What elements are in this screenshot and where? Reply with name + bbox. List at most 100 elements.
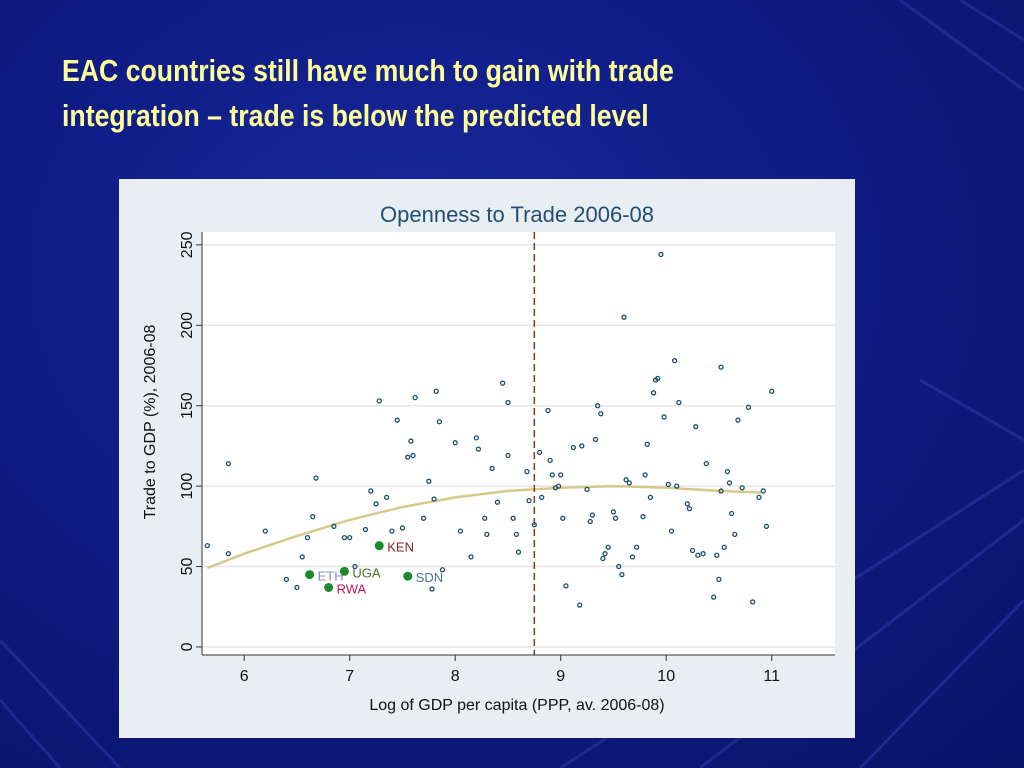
data-point xyxy=(605,544,611,550)
data-point xyxy=(362,526,369,533)
data-point xyxy=(531,522,537,528)
highlight-label-eth: ETH xyxy=(318,569,344,584)
highlight-point-sdn xyxy=(403,571,413,581)
data-point xyxy=(623,477,629,483)
data-point xyxy=(513,531,520,538)
data-point xyxy=(724,468,731,475)
data-point xyxy=(650,390,657,396)
y-tick-label: 100 xyxy=(179,473,196,500)
data-point xyxy=(577,602,583,608)
data-point xyxy=(433,388,439,394)
data-point xyxy=(676,399,682,406)
x-tick-label: 6 xyxy=(240,668,249,685)
slide-title-line-1: EAC countries still have much to gain wi… xyxy=(62,53,674,88)
data-point xyxy=(373,501,379,507)
data-point xyxy=(728,510,735,517)
data-point xyxy=(711,594,717,600)
data-point xyxy=(473,435,479,441)
data-point xyxy=(716,576,722,583)
data-point xyxy=(686,505,693,512)
data-point xyxy=(494,499,501,505)
data-point xyxy=(457,528,464,534)
data-point xyxy=(408,438,414,444)
data-point xyxy=(621,314,627,320)
data-point xyxy=(262,528,268,534)
y-tick-label: 250 xyxy=(179,231,196,258)
data-point xyxy=(634,544,640,550)
data-point xyxy=(352,563,358,570)
data-point xyxy=(592,436,599,443)
x-axis-label: Log of GDP per capita (PPP, av. 2006-08) xyxy=(369,697,664,714)
data-point xyxy=(505,399,511,406)
data-point xyxy=(547,457,553,464)
data-point xyxy=(700,551,706,557)
data-point xyxy=(665,481,671,488)
data-point xyxy=(515,549,522,555)
data-point xyxy=(526,497,532,504)
data-point xyxy=(468,554,474,560)
chart-panel: Openness to Trade 2006-08 KEN ETH UGA RWA SD… xyxy=(119,179,855,738)
data-point xyxy=(555,483,562,489)
data-point xyxy=(310,514,316,520)
data-point xyxy=(626,480,632,486)
data-point xyxy=(745,404,752,410)
data-point xyxy=(299,554,305,560)
data-point xyxy=(640,514,646,520)
fit-line xyxy=(206,484,762,570)
data-point xyxy=(647,494,654,501)
data-point xyxy=(732,531,738,538)
data-point xyxy=(560,515,566,521)
highlight-label-rwa: RWA xyxy=(337,581,367,596)
data-point xyxy=(558,472,564,478)
data-point xyxy=(602,551,608,557)
y-tick-label: 200 xyxy=(179,312,196,339)
data-point xyxy=(489,465,495,472)
highlight-label-sdn: SDN xyxy=(416,570,443,585)
data-point xyxy=(412,395,418,401)
x-tick-label: 7 xyxy=(345,668,354,685)
data-point xyxy=(505,452,511,459)
data-point xyxy=(570,444,577,451)
data-point xyxy=(331,523,337,529)
data-point xyxy=(600,555,606,562)
data-point xyxy=(545,407,551,414)
data-point xyxy=(420,515,427,521)
data-point xyxy=(452,440,458,446)
data-point xyxy=(225,460,232,467)
data-point xyxy=(760,488,766,494)
data-point xyxy=(718,364,724,370)
highlight-point-ken xyxy=(374,541,384,551)
data-point xyxy=(695,552,701,558)
data-point xyxy=(718,488,724,494)
data-point xyxy=(584,486,590,492)
data-point xyxy=(376,398,382,404)
data-point xyxy=(769,388,775,394)
x-tick-label: 8 xyxy=(451,668,460,685)
data-point xyxy=(563,583,569,589)
slide-title-line-2: integration – trade is below the predict… xyxy=(62,98,649,133)
data-point xyxy=(549,472,555,478)
data-point xyxy=(383,494,390,501)
y-tick-label: 50 xyxy=(179,558,196,576)
data-point xyxy=(431,496,437,502)
data-point xyxy=(739,485,745,491)
data-point xyxy=(629,554,636,560)
data-point xyxy=(204,542,210,549)
data-point xyxy=(510,515,516,521)
data-point xyxy=(693,423,699,430)
data-point xyxy=(658,251,664,258)
data-point xyxy=(524,468,530,475)
plot-area xyxy=(202,232,835,655)
data-point xyxy=(394,417,400,423)
data-point xyxy=(655,375,661,382)
data-point xyxy=(616,563,622,570)
data-point xyxy=(539,494,545,501)
data-point xyxy=(726,480,733,486)
data-point xyxy=(536,449,543,455)
data-point xyxy=(294,584,300,591)
data-point xyxy=(668,528,675,534)
y-axis-label: Trade to GDP (%), 2006-08 xyxy=(142,325,159,520)
data-point xyxy=(225,551,232,557)
y-tick-label: 150 xyxy=(179,392,196,419)
